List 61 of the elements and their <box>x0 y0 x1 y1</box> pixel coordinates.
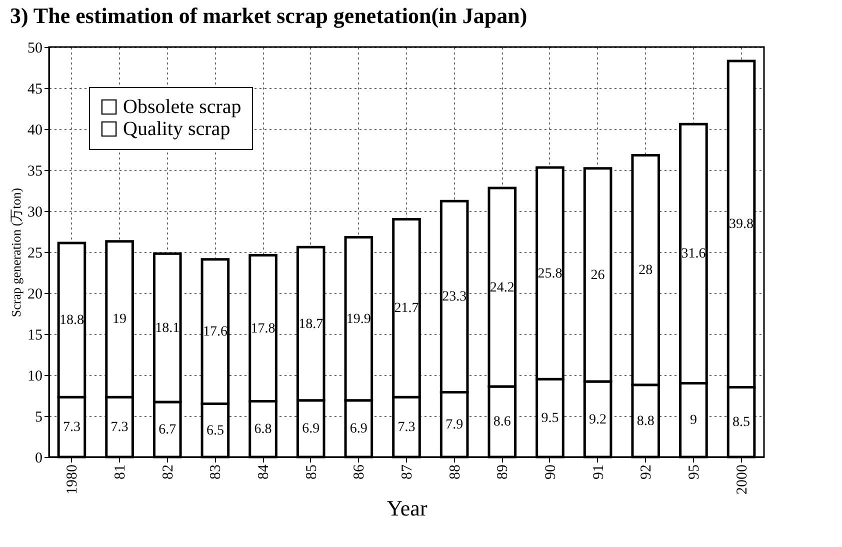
legend-label: Obsolete scrap <box>123 96 242 118</box>
x-tick-label: 91 <box>590 464 607 480</box>
data-label: 19.9 <box>346 312 371 327</box>
x-axis-title: Year <box>386 496 428 520</box>
x-tick-label: 85 <box>304 464 320 480</box>
data-label: 6.8 <box>254 422 272 438</box>
x-tick-label: 87 <box>400 464 416 480</box>
x-tick-label: 83 <box>208 464 224 480</box>
x-tick-label: 82 <box>160 464 176 480</box>
data-label: 18.8 <box>59 313 84 328</box>
data-label: 7.3 <box>110 420 128 436</box>
x-tick-label: 81 <box>112 464 129 480</box>
data-label: 18.7 <box>298 316 324 332</box>
data-label: 17.8 <box>250 321 276 336</box>
x-tick-label: 90 <box>542 464 559 480</box>
x-tick-label: 89 <box>495 464 512 480</box>
chart-title: 3) The estimation of market scrap genetation(in Japan) <box>10 3 528 28</box>
data-label: 7.3 <box>62 420 80 436</box>
data-label: 39.8 <box>729 217 754 232</box>
data-label: 6.9 <box>302 422 320 437</box>
y-tick-label: 50 <box>28 40 42 56</box>
data-label: 17.6 <box>202 324 228 340</box>
data-label: 21.7 <box>394 301 419 316</box>
data-label: 24.2 <box>490 280 514 296</box>
x-tick-label: 1980 <box>64 464 81 494</box>
x-tick-label: 86 <box>352 464 368 480</box>
data-label: 28 <box>638 263 653 278</box>
y-axis-title: Scrap generation (万ton) <box>8 188 24 318</box>
legend-label: Quality scrap <box>123 118 230 140</box>
y-tick-label: 35 <box>28 164 42 180</box>
data-label: 9.2 <box>589 412 607 428</box>
y-tick-label: 25 <box>28 246 42 262</box>
x-tick-label: 92 <box>638 464 655 480</box>
data-label: 9 <box>690 413 697 428</box>
y-tick-label: 45 <box>28 82 42 98</box>
data-label: 26 <box>590 268 605 283</box>
data-label: 23.3 <box>442 290 467 305</box>
y-tick-label: 10 <box>28 368 42 384</box>
y-tick-label: 0 <box>35 450 42 466</box>
data-label: 8.6 <box>493 414 511 430</box>
y-tick-label: 5 <box>35 410 42 426</box>
x-tick-label: 95 <box>686 464 702 480</box>
data-label: 25.8 <box>538 266 562 282</box>
data-label: 19 <box>112 312 127 328</box>
data-label: 8.5 <box>732 415 750 430</box>
data-label: 18.1 <box>155 320 180 336</box>
data-label: 7.9 <box>446 418 464 433</box>
data-label: 6.5 <box>206 423 224 438</box>
data-label: 6.7 <box>158 422 176 438</box>
y-tick-label: 30 <box>28 204 42 220</box>
data-label: 6.9 <box>350 422 368 437</box>
data-label: 31.6 <box>681 246 706 262</box>
x-tick-label: 2000 <box>734 464 750 494</box>
y-tick-label: 15 <box>28 328 42 344</box>
data-label: 8.8 <box>636 414 654 429</box>
data-label: 9.5 <box>541 411 559 426</box>
y-tick-label: 20 <box>28 286 42 302</box>
y-tick-label: 40 <box>28 122 42 138</box>
x-tick-label: 88 <box>447 464 464 480</box>
data-label: 7.3 <box>398 420 416 436</box>
x-tick-label: 84 <box>256 464 272 480</box>
